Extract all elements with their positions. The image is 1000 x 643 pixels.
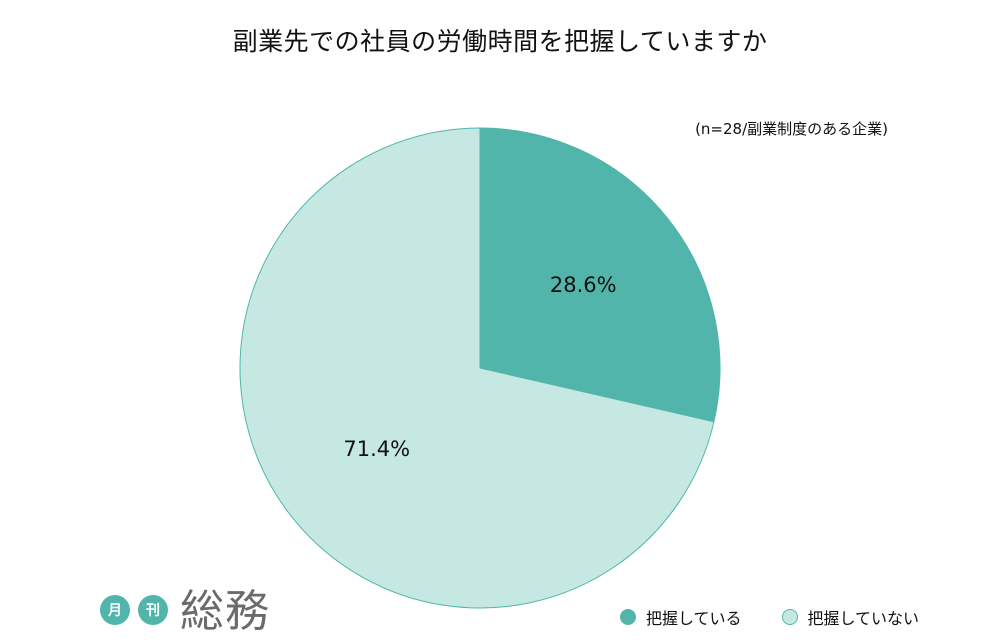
pie-label-1: 71.4%	[343, 437, 410, 461]
legend-swatch-0	[620, 609, 636, 625]
logo-badge-1: 月	[100, 595, 130, 625]
chart-title: 副業先での社員の労働時間を把握していますか	[232, 27, 768, 56]
logo-badge-2: 刊	[138, 595, 168, 625]
legend-item: 把握している	[620, 605, 742, 629]
pie-labels: 28.6% 71.4%	[343, 273, 616, 461]
pie-slice-1	[239, 127, 715, 609]
pie-slice-0	[479, 127, 721, 423]
pie-slices	[239, 127, 721, 609]
legend: 把握している 把握していない	[620, 605, 919, 629]
legend-item: 把握していない	[781, 605, 920, 629]
publisher-logo: 月 刊 総務	[100, 575, 270, 639]
logo-wordmark: 総務	[180, 586, 270, 637]
legend-swatch-1	[781, 609, 798, 625]
legend-label-0: 把握している	[646, 609, 742, 628]
sample-note: (n=28/副業制度のある企業)	[695, 120, 888, 138]
legend-label-1: 把握していない	[807, 609, 920, 628]
pie-label-0: 28.6%	[550, 273, 617, 297]
